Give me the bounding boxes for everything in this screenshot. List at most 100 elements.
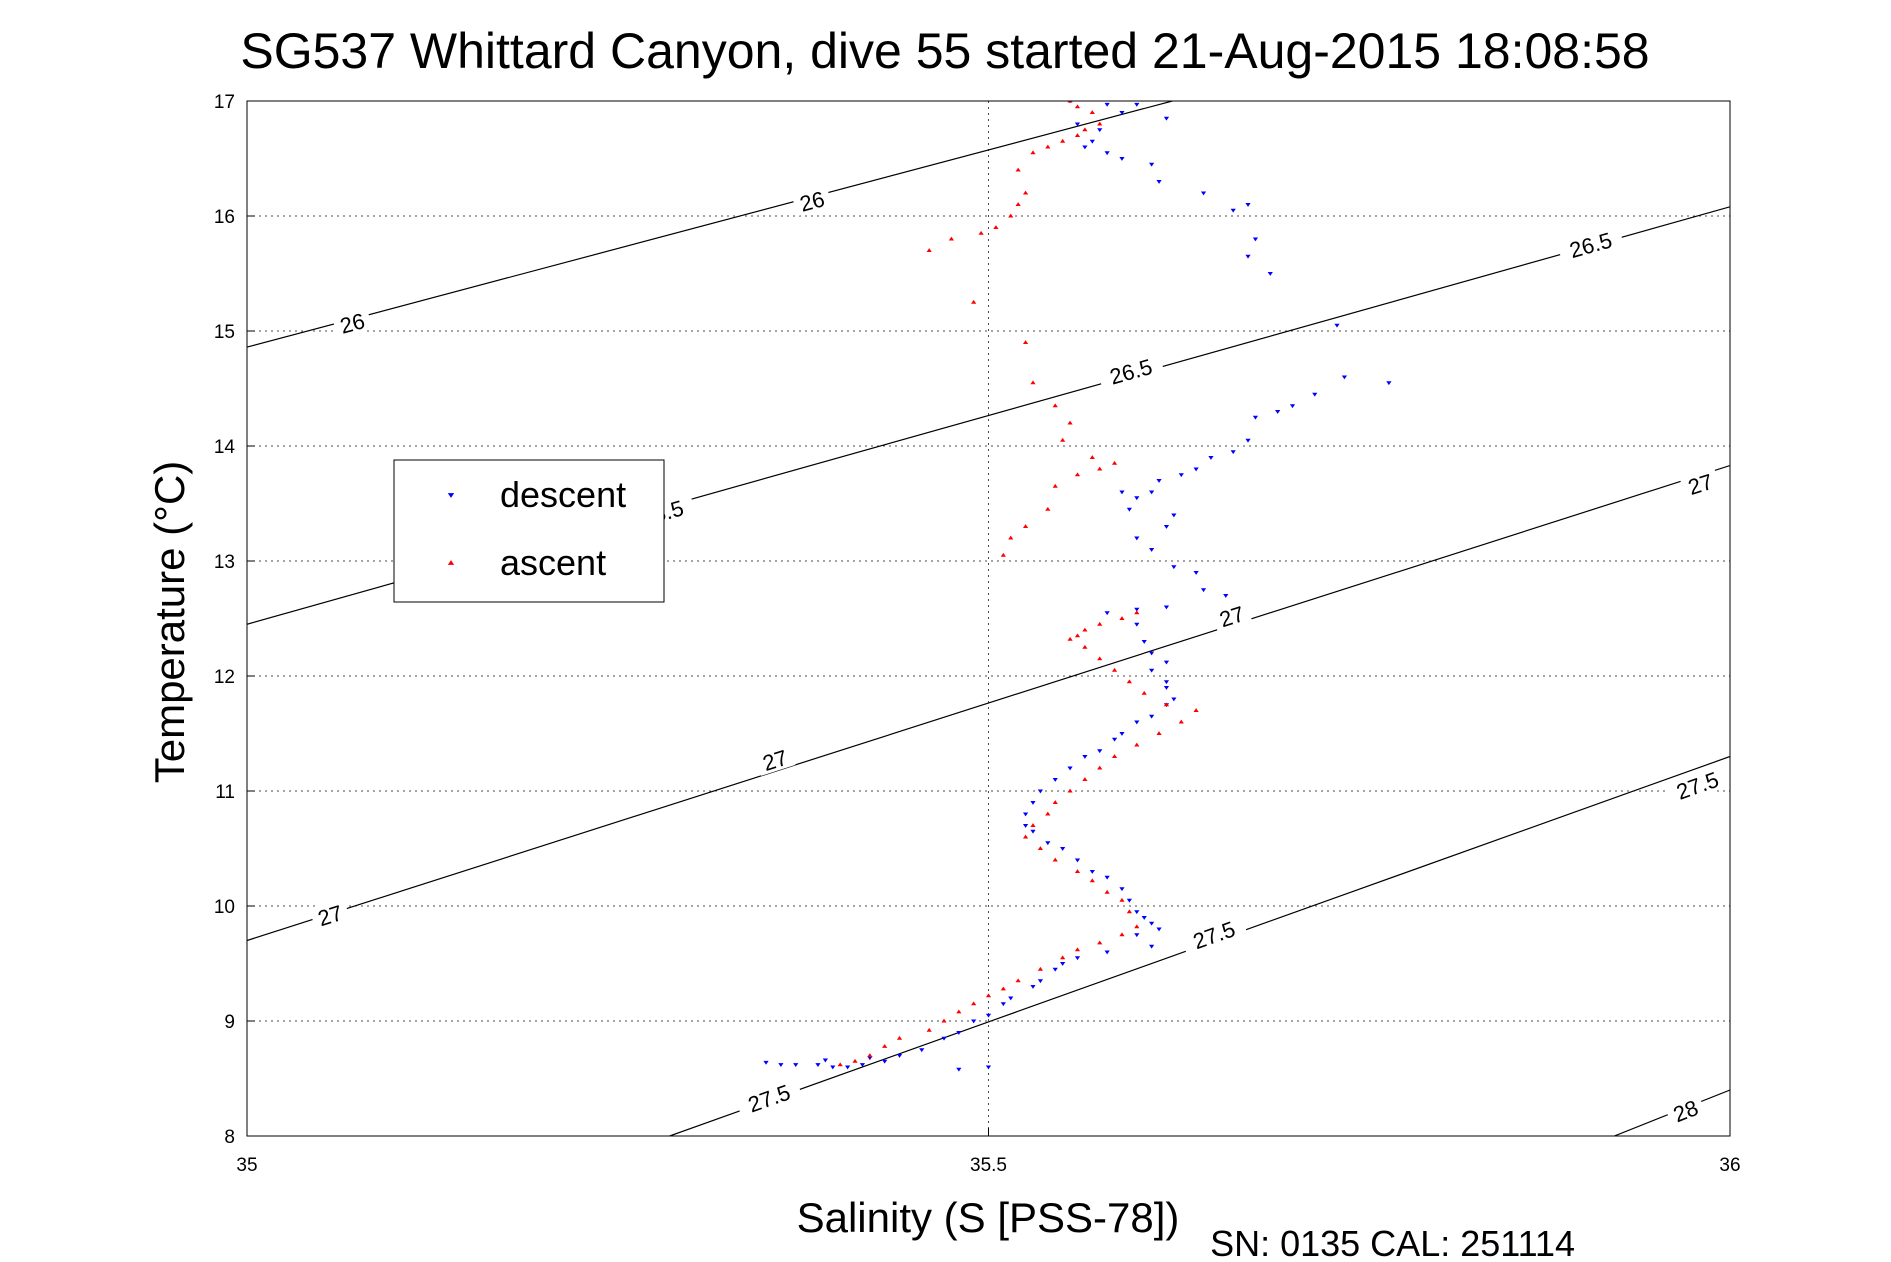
isopycnal-label-bg: [1210, 598, 1253, 633]
x-tick-label: 36: [1719, 1155, 1740, 1176]
descent-point: [1275, 409, 1281, 414]
ascent-point: [1097, 466, 1103, 471]
ascent-point: [1119, 616, 1125, 621]
ascent-point: [1067, 788, 1073, 793]
grid: [246, 100, 1731, 1137]
descent-point: [1030, 800, 1036, 805]
ascent-point: [1037, 966, 1044, 971]
descent-point: [1119, 156, 1125, 161]
x-axis-label: Salinity (S [PSS-78]): [797, 1194, 1180, 1241]
descent-point: [1171, 565, 1177, 570]
descent-point: [1045, 841, 1051, 846]
ascent-point: [1082, 127, 1088, 132]
ascent-point: [1193, 708, 1199, 713]
ascent-point: [1089, 878, 1095, 883]
ascent-point: [985, 993, 992, 998]
ascent-point: [1089, 455, 1095, 460]
ascent-point: [1052, 483, 1058, 488]
descent-point: [1134, 910, 1140, 915]
ascent-point: [1178, 719, 1184, 724]
y-tick-label: 8: [224, 1127, 235, 1148]
descent-point: [1134, 622, 1140, 627]
isopycnal-label-bg: [1679, 466, 1721, 500]
y-tick-label: 15: [214, 322, 235, 343]
ascent-point: [1134, 742, 1140, 747]
ascent-point: [1111, 754, 1118, 759]
descent-point: [1000, 1002, 1006, 1007]
isopycnal-label-group: 27.5: [734, 1075, 803, 1120]
ascent-point: [1097, 621, 1103, 626]
isopycnal-label-group: 27.5: [1662, 762, 1732, 807]
descent-point: [1134, 102, 1140, 107]
isopycnal-label-bg: [753, 742, 796, 776]
isopycnal-label-bg: [331, 305, 373, 339]
ascent-point: [926, 248, 932, 253]
descent-point: [1119, 490, 1125, 495]
descent-point: [1223, 593, 1229, 598]
ascent-point: [1008, 535, 1014, 540]
descent-point: [1126, 507, 1132, 512]
isopycnal-label-bg: [734, 1075, 803, 1120]
descent-point: [830, 1065, 836, 1070]
descent-point: [1104, 102, 1110, 107]
ascent-point: [948, 236, 955, 241]
isopycnal-label-group: 26: [331, 305, 373, 339]
isopycnal-label: 27.5: [1190, 916, 1239, 954]
ascent-point: [1082, 644, 1088, 649]
ascent-point: [1000, 986, 1006, 991]
legend: descent ascent: [393, 459, 665, 603]
descent-point: [1082, 754, 1088, 759]
ascent-point: [1097, 940, 1103, 945]
descent-point: [1008, 996, 1014, 1001]
descent-point: [1193, 570, 1199, 575]
descent-point: [1141, 639, 1147, 644]
ascent-point: [1022, 190, 1029, 195]
descent-point: [1312, 392, 1318, 397]
ascent-point: [1067, 420, 1073, 425]
ascent-point: [993, 225, 999, 230]
ascent-point: [1060, 437, 1066, 442]
ascent-point: [1156, 731, 1162, 736]
descent-point: [1208, 455, 1214, 460]
descent-point: [1149, 668, 1155, 673]
descent-point: [985, 1065, 992, 1070]
ascent-point: [941, 1018, 947, 1023]
descent-point: [1134, 720, 1140, 725]
descent-point: [1163, 685, 1170, 690]
plot-frame: [246, 100, 1731, 1137]
ascent-point: [1052, 800, 1058, 805]
ascent-point: [896, 1035, 903, 1040]
isopycnal-label-bg: [1662, 762, 1732, 807]
isopycnal-label-group: 27: [308, 897, 351, 931]
ascent-point: [926, 1027, 932, 1032]
descent-point: [815, 1063, 821, 1068]
descent-point: [1104, 151, 1110, 156]
isopycnal-label-bg: [791, 183, 833, 217]
descent-point: [1052, 777, 1058, 782]
data-points: [763, 101, 1392, 1072]
ascent-point: [1060, 138, 1066, 143]
descent-point: [1341, 375, 1348, 380]
descent-point: [1104, 611, 1110, 616]
ascent-point: [971, 299, 977, 304]
y-axis-label: Temperature (°C): [146, 461, 193, 784]
descent-point: [1156, 927, 1162, 932]
isopycnal-label-group: 27: [1210, 598, 1253, 633]
descent-point: [1060, 846, 1066, 851]
ascent-point: [1134, 924, 1140, 929]
descent-point: [1149, 162, 1155, 167]
descent-point: [1245, 202, 1251, 207]
ascent-point: [1141, 690, 1147, 695]
ascent-point: [1074, 472, 1081, 477]
y-tick-label: 16: [214, 207, 235, 228]
descent-point: [1149, 490, 1155, 495]
descent-point: [1089, 869, 1095, 874]
isopycnal-label-bg: [1179, 911, 1248, 956]
ascent-point: [1097, 121, 1103, 126]
descent-point: [1230, 450, 1236, 455]
descent-point: [1126, 898, 1132, 903]
ascent-point: [1015, 167, 1021, 172]
isopycnal-label: 26.5: [1107, 354, 1155, 390]
